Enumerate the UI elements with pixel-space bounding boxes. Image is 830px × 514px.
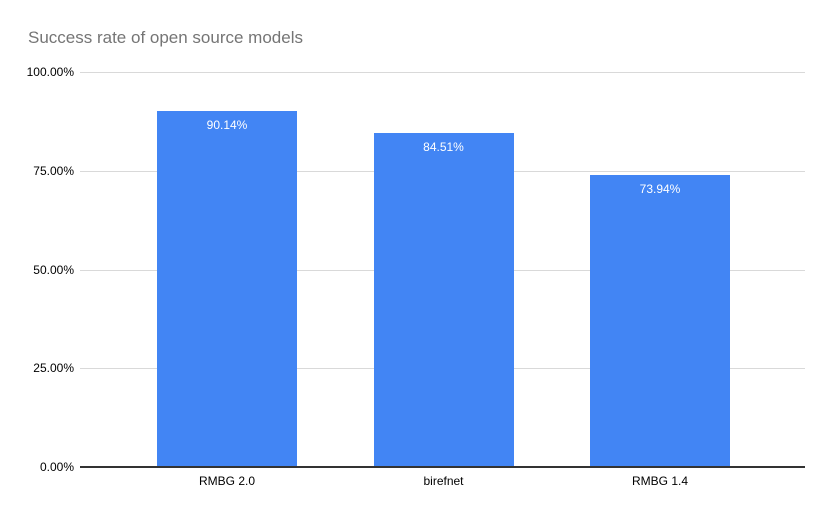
plot-area: 90.14% 84.51% 73.94%: [80, 72, 805, 468]
gridline-100: [80, 72, 805, 73]
bar-birefnet: 84.51%: [373, 133, 514, 467]
x-axis-line: [80, 466, 805, 468]
y-tick-label-75: 75.00%: [33, 163, 74, 178]
y-tick-label-25: 25.00%: [33, 361, 74, 376]
x-tick-label-RMBG 2.0: RMBG 2.0: [198, 474, 255, 488]
bar-value-label: 90.14%: [206, 117, 248, 132]
bar-value-label: 73.94%: [639, 181, 681, 196]
bar-RMBG 1.4: 73.94%: [590, 174, 730, 467]
x-tick-label-birefnet: birefnet: [423, 474, 464, 488]
bar-RMBG 2.0: 90.14%: [157, 110, 297, 467]
y-tick-label-100: 100.00%: [26, 65, 74, 79]
bar-value-label: 84.51%: [423, 140, 464, 155]
chart-title: Success rate of open source models: [28, 28, 303, 47]
x-tick-label-RMBG 1.4: RMBG 1.4: [631, 474, 688, 488]
y-tick-label-50: 50.00%: [33, 262, 74, 277]
y-tick-label-0: 0.00%: [39, 460, 74, 474]
